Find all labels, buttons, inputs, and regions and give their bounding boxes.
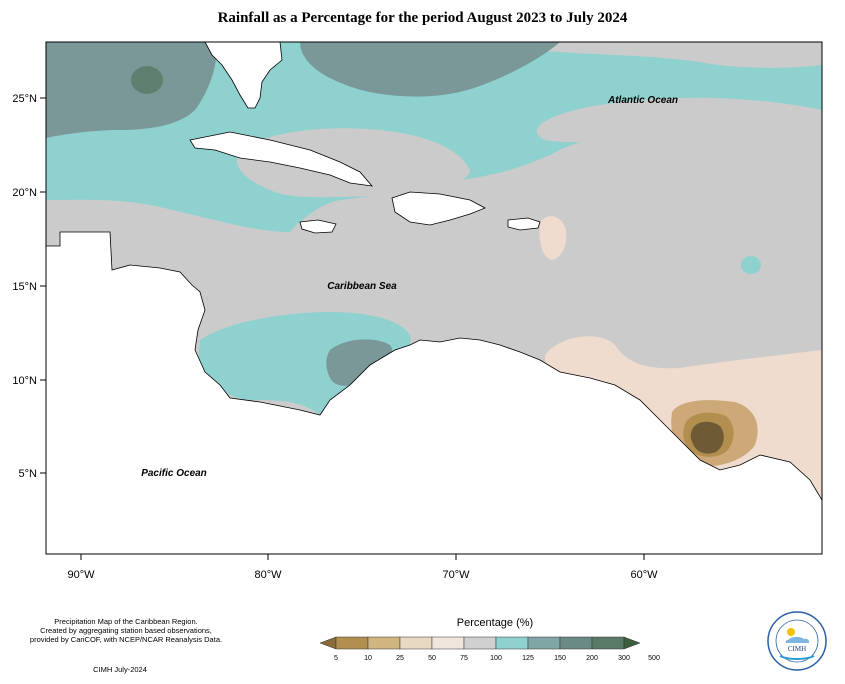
legend-tick: 125 <box>522 655 534 662</box>
legend-colorbar <box>319 636 641 650</box>
greater-antilles <box>189 131 373 187</box>
legend-swatch <box>623 636 641 650</box>
legend-swatch <box>495 636 529 650</box>
lon-tick-label: 90°W <box>67 569 95 581</box>
dark-zone-colombia <box>326 339 393 386</box>
legend-tick: 10 <box>364 655 372 662</box>
lat-tick-label: 25°N <box>12 93 37 105</box>
longitude-axis: 90°W 80°W 70°W 60°W <box>67 554 658 581</box>
grey-pocket-ne <box>480 42 822 68</box>
map-plot-area <box>46 42 822 554</box>
brown-zone-core <box>690 421 724 454</box>
map-title: Rainfall as a Percentage for the period … <box>217 10 628 26</box>
legend-tick: 25 <box>396 655 404 662</box>
puerto-rico <box>507 217 541 231</box>
footer-line: Created by aggregating station based obs… <box>40 626 212 635</box>
footer-credit: CIMH July-2024 <box>93 665 147 674</box>
lon-tick-label: 80°W <box>254 569 282 581</box>
legend-swatch <box>367 636 401 650</box>
hispaniola <box>391 191 486 226</box>
atlantic-ocean-label: Atlantic Ocean <box>607 95 678 106</box>
legend-tick: 50 <box>428 655 436 662</box>
legend-tick: 75 <box>460 655 468 662</box>
legend-swatch <box>591 636 625 650</box>
lat-tick-label: 15°N <box>12 281 37 293</box>
lon-tick-label: 60°W <box>630 569 658 581</box>
legend-tick: 200 <box>586 655 598 662</box>
legend-tick: 5 <box>334 655 338 662</box>
legend-tick: 300 <box>618 655 630 662</box>
pacific-ocean-label: Pacific Ocean <box>141 468 207 479</box>
legend-swatch <box>319 636 337 650</box>
latitude-axis: 25°N 20°N 15°N 10°N 5°N <box>12 93 46 480</box>
legend-swatch <box>335 636 369 650</box>
jamaica <box>299 219 337 234</box>
legend-title: Percentage (%) <box>456 617 534 629</box>
legend-tick: 500 <box>648 655 660 662</box>
dark-zone-atlantic <box>300 42 560 97</box>
legend-tick: 150 <box>554 655 566 662</box>
beige-zone-puertorico <box>539 216 567 260</box>
caribbean-sea-label: Caribbean Sea <box>327 281 397 292</box>
footer-description: Precipitation Map of the Caribbean Regio… <box>10 617 242 644</box>
legend-swatch <box>463 636 497 650</box>
grey-pocket-bahamas <box>236 128 470 198</box>
legend-swatch <box>399 636 433 650</box>
sun-icon <box>787 628 795 636</box>
legend-swatch <box>527 636 561 650</box>
cimh-logo: CIMH <box>767 611 827 671</box>
teal-spot-east <box>741 256 761 274</box>
dark-spot-gulf <box>131 66 163 94</box>
land-florida <box>204 42 283 109</box>
cloud-icon <box>785 636 810 643</box>
legend-swatch <box>559 636 593 650</box>
lon-tick-label: 70°W <box>442 569 470 581</box>
lat-tick-label: 20°N <box>12 187 37 199</box>
logo-text: CIMH <box>788 645 806 653</box>
map-frame <box>45 41 823 555</box>
legend-tick: 100 <box>490 655 502 662</box>
dark-zone-gulf <box>46 42 217 138</box>
lat-tick-label: 5°N <box>19 468 38 480</box>
footer-line: Precipitation Map of the Caribbean Regio… <box>54 617 198 626</box>
footer-line: provided by CariCOF, with NCEP/NCAR Rean… <box>29 635 223 644</box>
land-central-america <box>46 231 822 554</box>
lat-tick-label: 10°N <box>12 375 37 387</box>
grey-pocket-atlantic <box>536 97 822 150</box>
legend-tick-labels: 5 10 25 50 75 100 125 150 200 300 500 <box>334 655 660 662</box>
legend-swatch <box>431 636 465 650</box>
